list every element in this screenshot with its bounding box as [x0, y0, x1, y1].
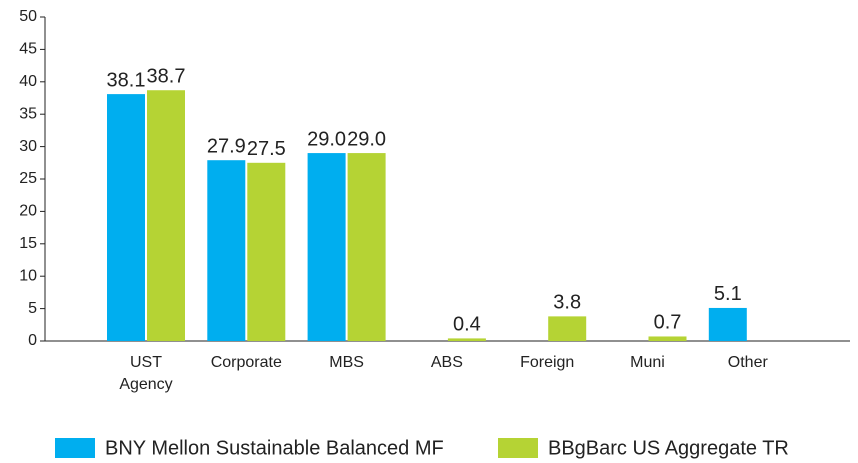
bar: [648, 336, 687, 341]
x-tick-label: ABS: [430, 354, 463, 371]
legend-swatch: [55, 438, 95, 458]
legend-swatch: [498, 438, 538, 458]
value-label: 38.7: [147, 66, 186, 88]
value-label: 27.5: [247, 138, 286, 160]
value-label: 3.8: [553, 292, 581, 314]
y-tick-label: 25: [19, 170, 37, 187]
y-tick-label: 20: [19, 203, 37, 220]
value-label: 27.9: [207, 135, 246, 157]
bar: [247, 162, 286, 341]
y-tick-label: 35: [19, 105, 37, 122]
legend-label: BNY Mellon Sustainable Balanced MF: [105, 437, 444, 459]
bar: [708, 307, 747, 341]
y-tick-label: 15: [19, 235, 37, 252]
value-label: 0.7: [654, 312, 682, 334]
y-tick-label: 30: [19, 138, 37, 155]
bar: [107, 94, 145, 341]
x-tick-label: UST Agency: [119, 354, 173, 393]
bar: [307, 153, 346, 341]
value-label: 0.4: [453, 314, 481, 336]
value-label: 5.1: [714, 283, 742, 305]
x-tick-label: Corporate: [210, 354, 282, 371]
x-tick-label: Muni: [630, 354, 665, 371]
value-label: 29.0: [307, 128, 346, 150]
x-tick-label: Foreign: [520, 354, 575, 371]
bar: [147, 90, 185, 341]
y-tick-label: 45: [19, 41, 37, 58]
bar: [447, 338, 486, 341]
value-label: 38.1: [107, 69, 146, 91]
bar: [207, 160, 246, 341]
y-tick-label: 0: [28, 332, 37, 349]
y-tick-label: 40: [19, 73, 37, 90]
x-tick-label: Other: [727, 354, 768, 371]
y-tick-label: 50: [19, 8, 37, 25]
bar: [347, 153, 386, 341]
legend-label: BBgBarc US Aggregate TR: [548, 437, 789, 459]
y-tick-label: 10: [19, 267, 37, 284]
value-label: 29.0: [347, 128, 386, 150]
x-tick-label: MBS: [329, 354, 364, 371]
bar: [548, 316, 587, 341]
y-tick-label: 5: [28, 300, 37, 317]
